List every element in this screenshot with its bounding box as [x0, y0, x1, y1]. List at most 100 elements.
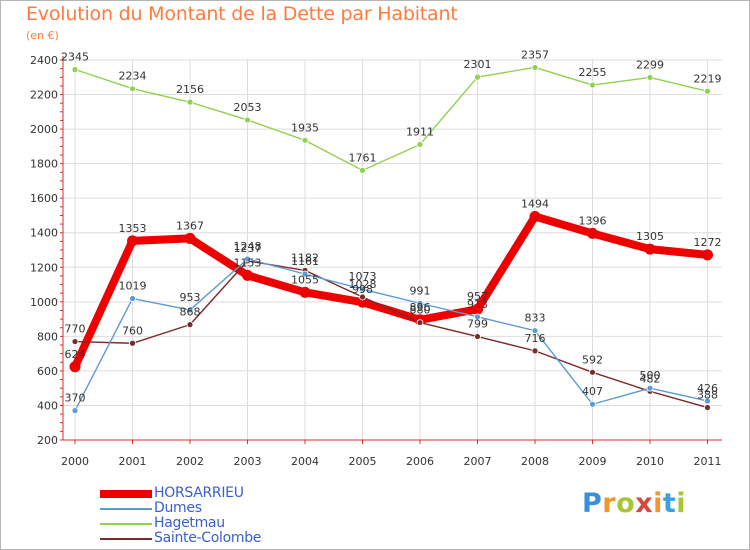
- legend-swatch: [100, 490, 152, 498]
- data-label: 833: [525, 312, 546, 325]
- data-label: 624: [65, 348, 86, 361]
- chart-subtitle: (en €): [26, 29, 59, 42]
- proxiti-logo: Proxiti: [582, 488, 686, 519]
- data-point: [474, 313, 481, 321]
- data-label: 1935: [291, 121, 319, 134]
- data-point: [702, 249, 713, 261]
- logo-letter: i: [653, 488, 663, 519]
- y-tick-label: 1400: [30, 227, 58, 240]
- data-point: [589, 81, 596, 89]
- data-point: [704, 404, 711, 411]
- data-point: [184, 232, 196, 244]
- data-label: 1367: [176, 219, 204, 232]
- data-label: 2345: [61, 51, 89, 64]
- data-point: [244, 116, 251, 124]
- data-label: 880: [410, 304, 431, 317]
- data-label: 388: [697, 389, 718, 402]
- logo-letter: r: [602, 488, 617, 519]
- data-point: [129, 339, 136, 347]
- series-line: [74, 260, 709, 409]
- data-point: [704, 87, 711, 95]
- data-point: [186, 306, 194, 314]
- data-label: 953: [180, 291, 201, 304]
- logo-letter: P: [582, 488, 603, 519]
- y-tick-label: 800: [37, 330, 58, 343]
- data-point: [299, 286, 311, 298]
- data-label: 1911: [406, 125, 434, 138]
- legend-label: Dumes: [154, 500, 202, 516]
- data-point: [301, 270, 309, 278]
- data-point: [129, 85, 136, 93]
- y-tick-label: 600: [37, 365, 58, 378]
- legend-label: Sainte-Colombe: [154, 530, 262, 546]
- data-point: [71, 66, 79, 73]
- data-label: 2299: [636, 58, 664, 71]
- data-point: [704, 397, 711, 405]
- data-point: [416, 299, 424, 307]
- data-point: [301, 136, 309, 144]
- legend-swatch: [100, 523, 152, 525]
- x-tick-label: 2000: [61, 455, 89, 468]
- data-point: [474, 333, 481, 340]
- data-label: 716: [525, 332, 546, 345]
- data-point: [242, 269, 253, 281]
- data-label: 1019: [119, 280, 147, 293]
- x-tick-label: 2002: [176, 455, 204, 468]
- data-label: 1248: [234, 240, 262, 253]
- y-tick-label: 1200: [30, 261, 58, 274]
- data-point: [359, 285, 366, 293]
- data-label: 1182: [291, 251, 319, 264]
- y-tick-label: 1600: [30, 192, 58, 205]
- x-tick-label: 2011: [694, 455, 722, 468]
- data-point: [416, 319, 424, 326]
- series-line: [74, 66, 709, 172]
- data-label: 1305: [636, 230, 664, 243]
- data-label: 868: [180, 306, 201, 319]
- data-point: [127, 235, 138, 247]
- data-point: [357, 296, 368, 308]
- data-point: [186, 98, 194, 106]
- data-point: [69, 361, 81, 373]
- data-label: 770: [65, 323, 86, 336]
- data-label: 896: [410, 301, 431, 314]
- legend-label: Hagetmau: [154, 515, 225, 531]
- x-tick-label: 2005: [349, 455, 377, 468]
- data-label: 1028: [349, 278, 377, 291]
- data-label: 482: [640, 372, 661, 385]
- logo-letter: o: [616, 488, 636, 519]
- data-label: 1073: [349, 270, 377, 283]
- data-label: 1353: [119, 222, 147, 235]
- x-tick-label: 2008: [521, 455, 549, 468]
- x-tick-label: 2006: [406, 455, 434, 468]
- data-point: [129, 295, 136, 302]
- y-tick-label: 2000: [30, 123, 58, 136]
- data-point: [244, 255, 251, 263]
- data-label: 2234: [119, 70, 147, 83]
- data-point: [531, 327, 539, 335]
- y-tick-label: 1800: [30, 158, 58, 171]
- data-label: 2219: [694, 72, 722, 85]
- data-label: 913: [467, 298, 488, 311]
- data-label: 991: [410, 284, 431, 297]
- data-label: 1237: [234, 242, 262, 255]
- y-tick-label: 1000: [30, 296, 58, 309]
- x-tick-label: 2007: [464, 455, 492, 468]
- series-line: [74, 258, 709, 412]
- data-point: [71, 338, 79, 345]
- data-point: [529, 210, 541, 222]
- x-tick-label: 2001: [119, 455, 147, 468]
- data-label: 760: [122, 324, 143, 337]
- x-tick-label: 2003: [234, 455, 262, 468]
- data-point: [359, 166, 366, 174]
- data-label: 1494: [521, 197, 549, 210]
- data-point: [71, 407, 79, 415]
- data-label: 500: [640, 369, 661, 382]
- data-label: 1272: [694, 236, 722, 249]
- data-label: 2156: [176, 83, 204, 96]
- legend-swatch: [100, 538, 152, 540]
- chart-title: Evolution du Montant de la Dette par Hab…: [26, 3, 458, 25]
- data-label: 1396: [579, 214, 607, 227]
- data-label: 1761: [349, 151, 377, 164]
